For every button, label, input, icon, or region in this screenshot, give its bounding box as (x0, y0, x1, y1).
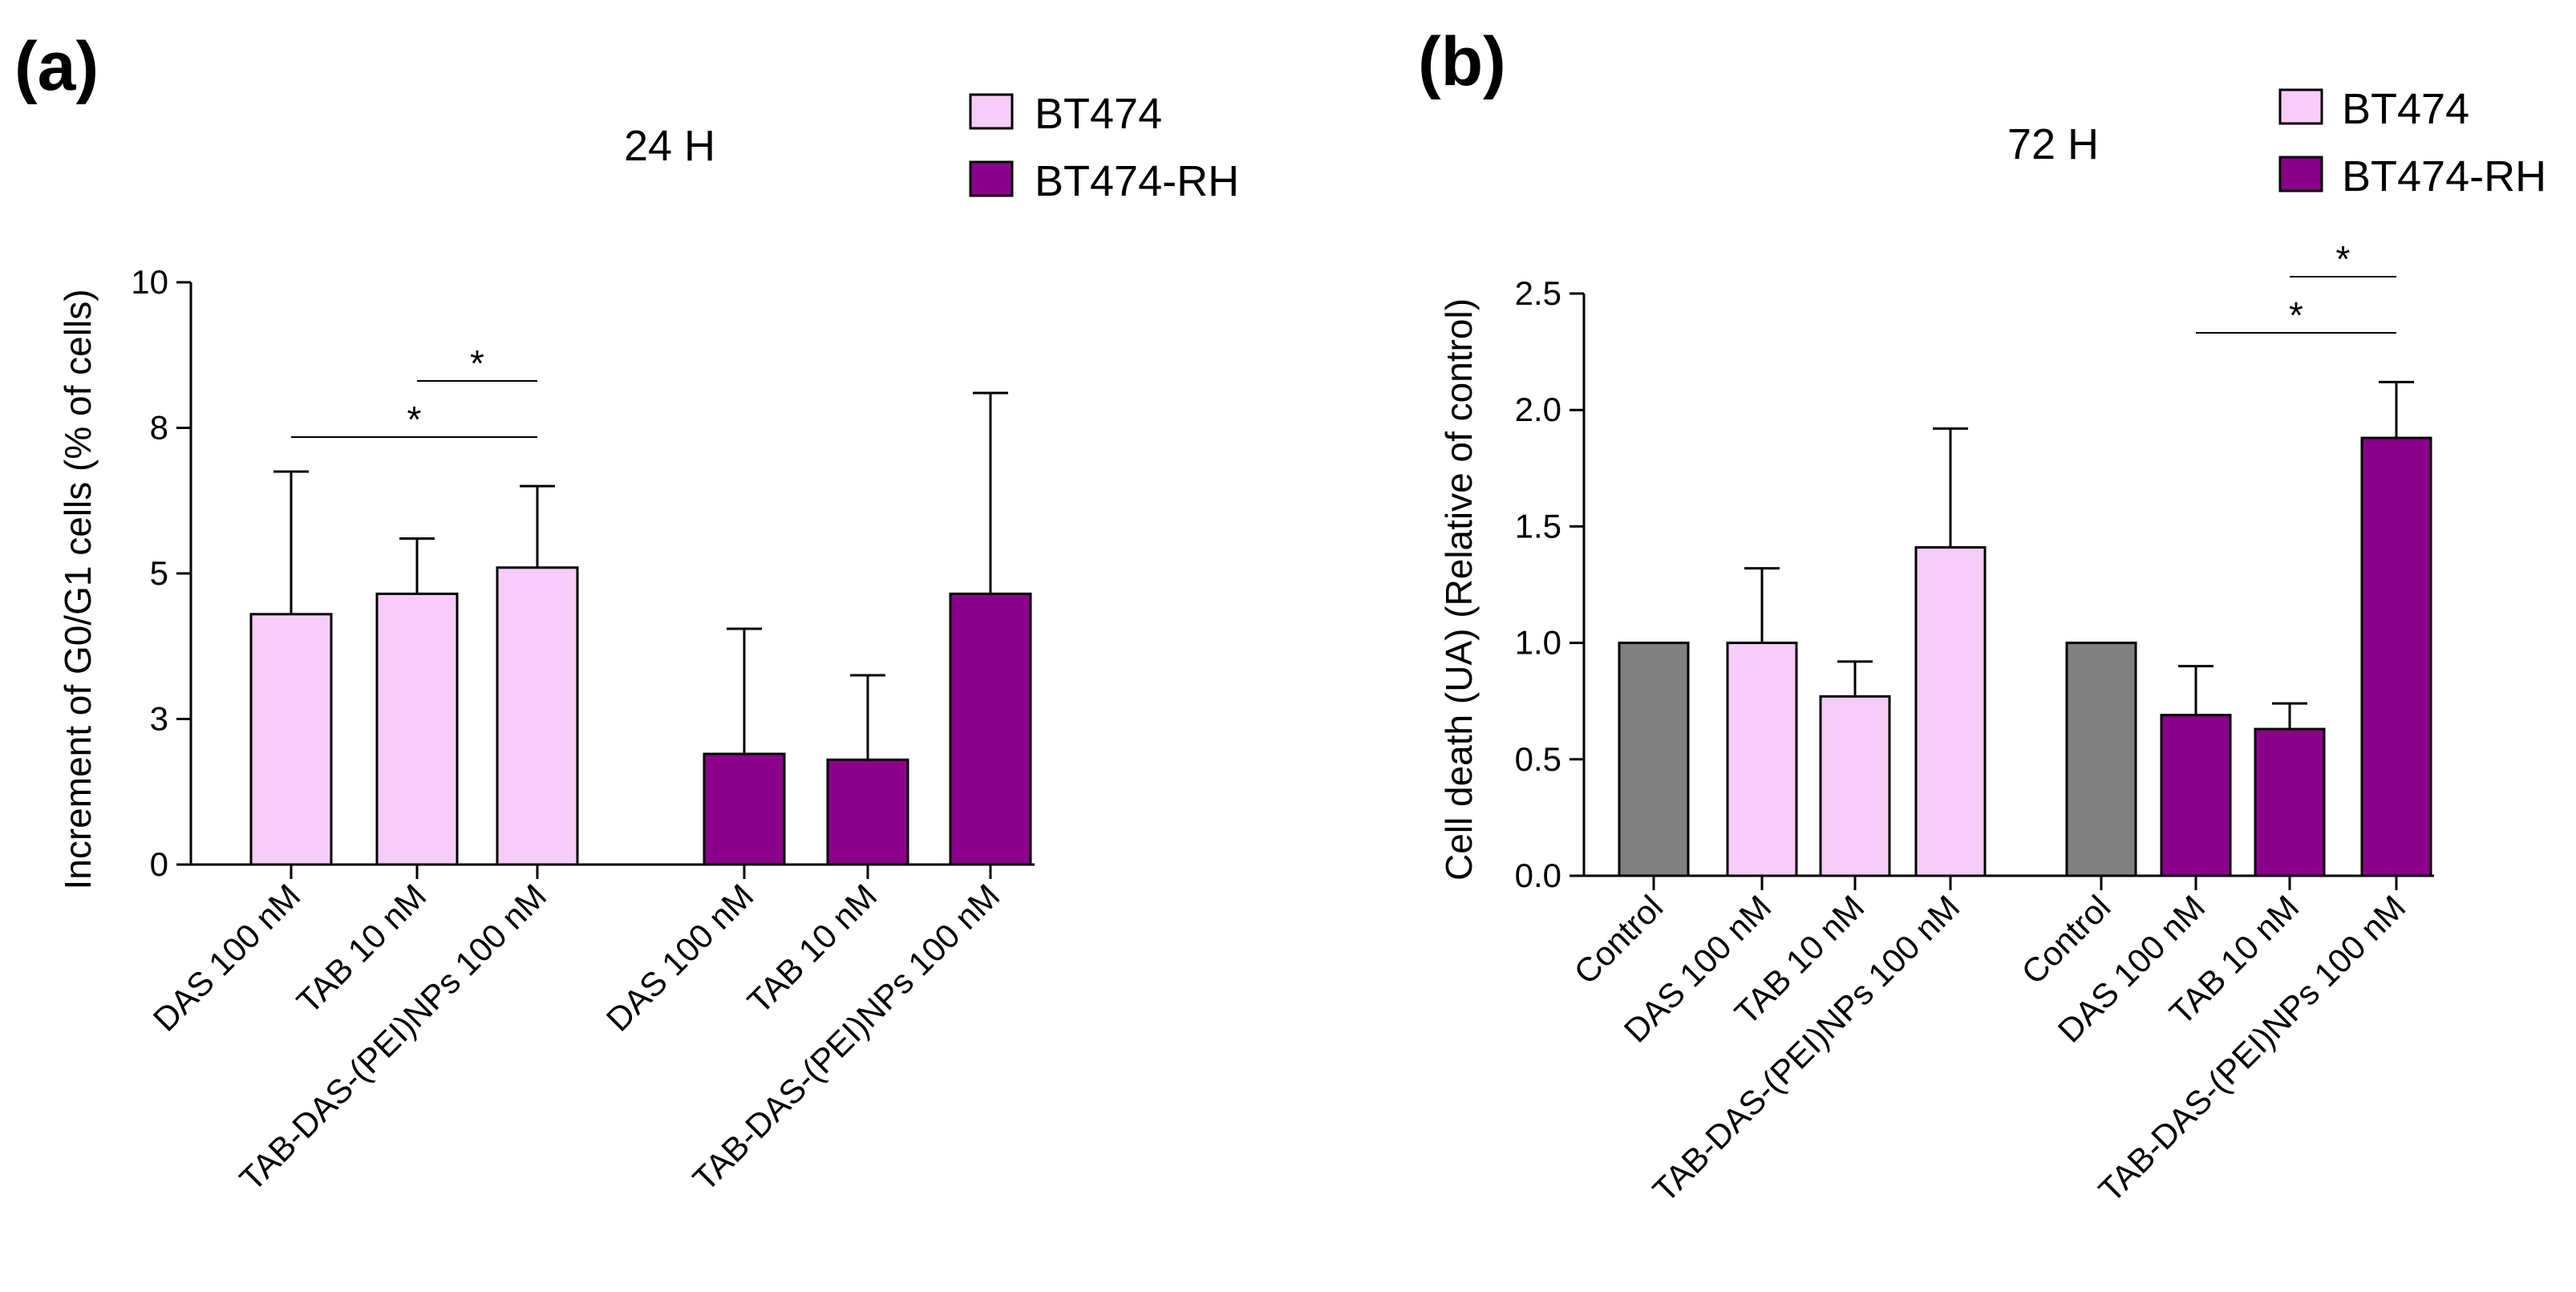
panel-b-significance: ** (2196, 238, 2396, 336)
y-tick-label: 3 (150, 700, 168, 738)
bar-bt474-tab-10-nm (1819, 695, 1891, 877)
panel-b-y-axis: 0.0 0.5 1.0 1.5 2.0 2.5 (1515, 274, 1586, 894)
panel-a: (a) 24 H BT474 BT474-RH Increment of G0/… (14, 28, 1239, 1198)
y-tick-label: 10 (131, 263, 168, 301)
y-tick-label: 2.5 (1515, 274, 1561, 312)
bar-bt474-tab-10-nm (375, 592, 459, 866)
bar-bt474-rh-tab-das-pei-nps-100-nm (949, 592, 1032, 866)
panel-b-legend: BT474 BT474-RH (2278, 85, 2546, 200)
panel-b-title: 72 H (2007, 120, 2099, 168)
legend-swatch-bt474 (969, 93, 1014, 130)
panel-b-bars (1618, 380, 2432, 877)
bar-bt474-das-100-nm (1726, 642, 1798, 877)
bar-bt474-das-100-nm (249, 613, 333, 866)
panel-a-x-axis (191, 863, 1035, 879)
category-label-control: Control (1566, 888, 1670, 991)
bar-bt474-rh-tab-10-nm (826, 758, 909, 866)
bar-bt474-rh-control (2065, 642, 2137, 877)
y-tick-label: 5 (150, 554, 168, 592)
legend-label-bt474: BT474 (1035, 90, 1162, 138)
y-tick-label: 1.5 (1515, 507, 1561, 545)
bar-bt474-tab-das-pei-nps-100-nm (496, 566, 579, 866)
category-label-das-100-nm: DAS 100 nM (146, 877, 308, 1039)
legend-swatch-bt474-rh (969, 160, 1014, 197)
panel-a-legend: BT474 BT474-RH (969, 90, 1239, 205)
y-tick-label: 1.0 (1515, 624, 1561, 662)
panel-a-significance: ** (291, 342, 537, 440)
panel-a-bars (249, 391, 1032, 866)
panel-b-y-axis-label: Cell death (UA) (Relative of control) (1438, 298, 1480, 881)
legend-swatch-bt474 (2278, 88, 2323, 125)
panel-a-y-axis-label: Increment of G0/G1 cells (% of cells) (57, 289, 99, 889)
y-tick-label: 8 (150, 409, 168, 447)
bar-bt474-rh-tab-10-nm (2254, 727, 2326, 877)
legend-label-bt474-rh: BT474-RH (2342, 152, 2546, 200)
panel-b: (b) 72 H BT474 BT474-RH Cell death (UA) … (1418, 23, 2546, 1209)
bar-bt474-rh-tab-das-pei-nps-100-nm (2360, 436, 2432, 877)
panel-a-label: (a) (14, 28, 99, 105)
y-tick-label: 0 (150, 845, 168, 883)
panel-b-label: (b) (1418, 23, 1506, 100)
category-label-das-100-nm: DAS 100 nM (599, 877, 761, 1039)
bar-bt474-rh-das-100-nm (2160, 714, 2232, 877)
panel-b-x-axis (1584, 874, 2434, 890)
panel-a-y-axis: 0 3 5 8 10 (131, 263, 192, 883)
legend-label-bt474: BT474 (2342, 85, 2469, 133)
y-tick-label: 0.0 (1515, 857, 1561, 894)
bar-bt474-control (1618, 642, 1690, 877)
significance-star: * (2336, 238, 2351, 280)
y-tick-label: 0.5 (1515, 740, 1561, 778)
bar-bt474-tab-das-pei-nps-100-nm (1914, 546, 1987, 877)
significance-star: * (2289, 294, 2303, 336)
significance-star: * (470, 342, 484, 384)
legend-swatch-bt474-rh (2278, 156, 2323, 192)
legend-label-bt474-rh: BT474-RH (1035, 157, 1239, 205)
y-tick-label: 2.0 (1515, 391, 1561, 428)
panel-a-title: 24 H (624, 122, 715, 170)
significance-star: * (407, 399, 422, 440)
bar-bt474-rh-das-100-nm (703, 752, 786, 866)
